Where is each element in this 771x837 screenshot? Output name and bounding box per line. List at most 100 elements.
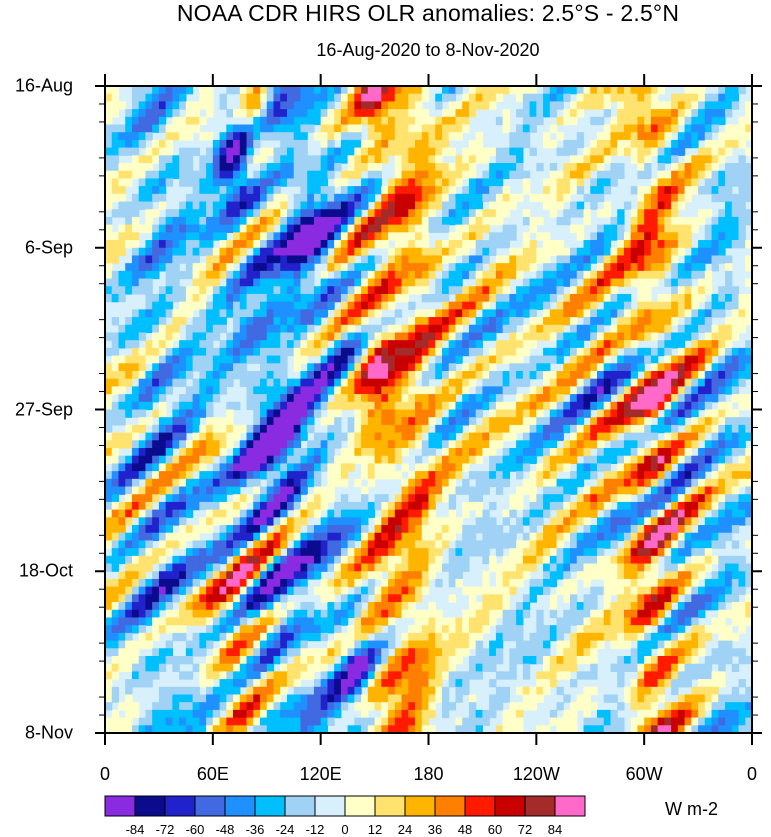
- field-cell: [462, 240, 470, 249]
- field-cell: [401, 509, 409, 518]
- field-cell: [307, 278, 315, 287]
- field-cell: [374, 93, 382, 102]
- field-cell: [698, 386, 706, 395]
- field-cell: [448, 116, 457, 126]
- field-cell: [536, 463, 544, 472]
- field-cell: [623, 255, 632, 264]
- field-cell: [266, 494, 275, 503]
- field-cell: [158, 463, 167, 472]
- field-cell: [367, 86, 376, 95]
- field-cell: [367, 255, 376, 264]
- field-cell: [657, 548, 665, 557]
- field-cell: [731, 448, 740, 457]
- field-cell: [219, 309, 227, 318]
- field-cell: [138, 409, 147, 418]
- field-cell: [334, 432, 342, 441]
- field-cell: [623, 517, 632, 526]
- field-cell: [718, 240, 726, 249]
- field-cell: [671, 186, 679, 195]
- field-cell: [590, 440, 598, 449]
- field-cell: [502, 209, 510, 218]
- field-cell: [118, 101, 126, 110]
- field-cell: [441, 132, 450, 141]
- field-cell: [610, 301, 618, 310]
- field-cell: [233, 486, 241, 495]
- field-cell: [468, 378, 477, 387]
- field-cell: [293, 332, 302, 341]
- field-cell: [657, 532, 665, 542]
- field-cell: [495, 455, 504, 465]
- field-cell: [596, 86, 605, 95]
- field-cell: [199, 401, 207, 411]
- field-cell: [260, 186, 268, 195]
- field-cell: [199, 116, 207, 126]
- field-cell: [273, 309, 281, 318]
- field-cell: [361, 340, 369, 349]
- field-cell: [421, 363, 430, 372]
- field-cell: [131, 270, 140, 280]
- field-cell: [489, 363, 497, 372]
- field-cell: [199, 224, 207, 233]
- field-cell: [489, 347, 497, 357]
- field-cell: [307, 263, 315, 272]
- field-cell: [327, 478, 335, 488]
- field-cell: [260, 471, 268, 480]
- field-cell: [516, 548, 524, 557]
- field-cell: [266, 324, 275, 334]
- field-cell: [671, 394, 679, 403]
- field-cell: [543, 332, 551, 341]
- field-cell: [334, 370, 342, 380]
- field-cell: [644, 401, 652, 411]
- field-cell: [260, 255, 268, 264]
- field-cell: [158, 240, 167, 249]
- field-cell: [158, 101, 167, 110]
- field-cell: [630, 424, 639, 434]
- field-cell: [455, 240, 463, 249]
- field-cell: [657, 201, 665, 210]
- field-cell: [131, 232, 140, 241]
- field-cell: [698, 317, 706, 326]
- field-cell: [475, 540, 484, 549]
- field-cell: [745, 317, 752, 326]
- field-cell: [131, 501, 140, 511]
- field-cell: [118, 163, 126, 172]
- field-cell: [199, 101, 207, 110]
- field-cell: [361, 555, 369, 565]
- field-cell: [468, 540, 477, 549]
- field-cell: [650, 432, 659, 441]
- field-cell: [495, 309, 504, 318]
- field-cell: [260, 509, 268, 518]
- field-cell: [388, 463, 396, 472]
- field-cell: [576, 378, 585, 387]
- field-cell: [691, 216, 699, 226]
- field-cell: [233, 155, 241, 164]
- field-cell: [408, 86, 416, 95]
- field-cell: [536, 232, 544, 241]
- field-cell: [738, 401, 746, 411]
- field-cell: [482, 417, 490, 426]
- field-cell: [131, 263, 140, 272]
- field-cell: [172, 163, 180, 172]
- field-cell: [320, 340, 329, 349]
- field-cell: [421, 116, 430, 126]
- field-cell: [495, 386, 504, 395]
- field-cell: [212, 209, 221, 218]
- field-cell: [347, 463, 355, 472]
- field-cell: [340, 509, 349, 518]
- field-cell: [495, 417, 504, 426]
- field-cell: [260, 132, 268, 141]
- field-cell: [536, 417, 544, 426]
- field-cell: [556, 525, 564, 534]
- field-cell: [455, 109, 463, 118]
- field-cell: [543, 247, 551, 257]
- field-cell: [334, 178, 342, 187]
- field-cell: [152, 178, 160, 187]
- field-cell: [158, 309, 167, 318]
- field-cell: [320, 109, 329, 118]
- field-cell: [650, 270, 659, 280]
- field-cell: [111, 440, 120, 449]
- field-cell: [603, 124, 612, 133]
- field-cell: [536, 193, 544, 203]
- field-cell: [738, 301, 746, 310]
- field-cell: [428, 309, 436, 318]
